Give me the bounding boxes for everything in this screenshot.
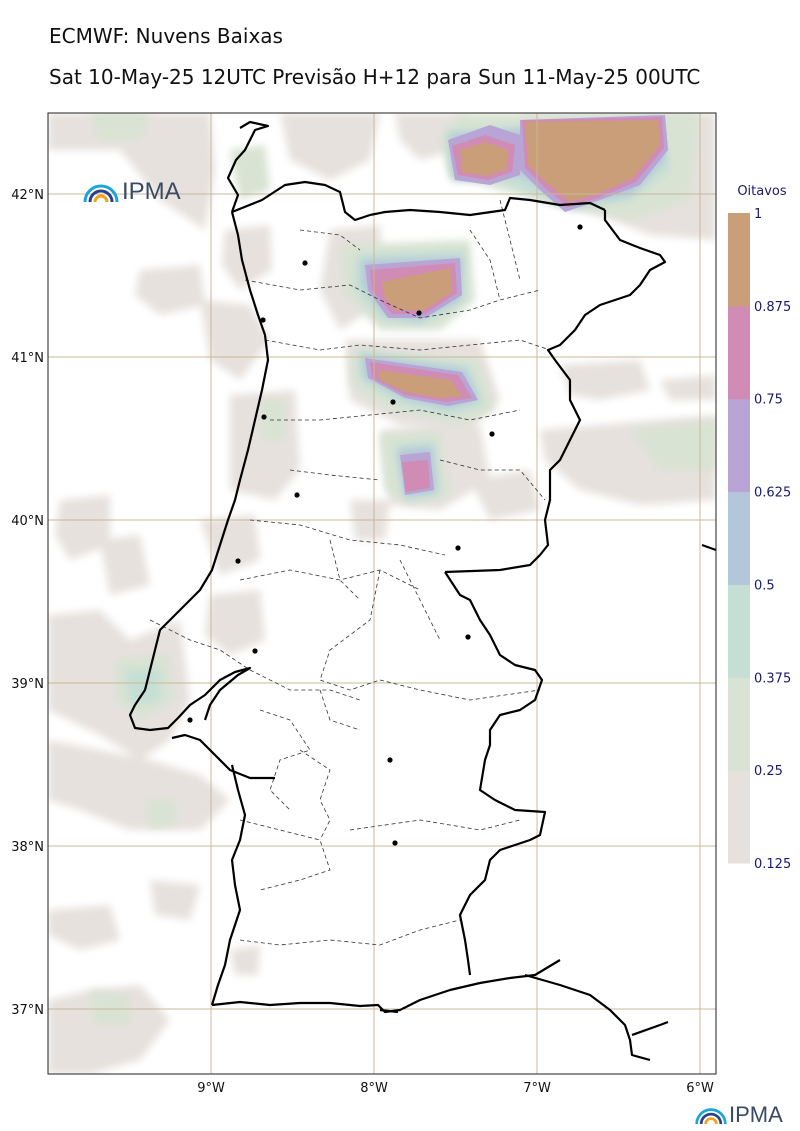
lon-label: 9°W	[197, 1081, 225, 1096]
map-title: ECMWF: Nuvens Baixas	[49, 24, 283, 48]
colorbar-tick-label: 0.25	[754, 764, 783, 779]
lon-label: 6°W	[686, 1081, 714, 1096]
colorbar-tick-label: 0.75	[754, 393, 783, 408]
lat-label: 41°N	[11, 351, 44, 366]
lat-labels: 42°N 41°N 40°N 39°N 38°N 37°N	[11, 188, 44, 1018]
map-frame	[47, 112, 717, 1075]
city-marker	[489, 431, 495, 437]
colorbar-segment	[728, 584, 750, 678]
city-marker	[260, 317, 266, 323]
colorbar-segment	[728, 491, 750, 585]
lat-label: 37°N	[11, 1003, 44, 1018]
cloud-cover-field	[48, 113, 716, 1074]
colorbar-tick-label: 0.375	[754, 671, 791, 686]
rainbow-icon	[695, 1108, 727, 1125]
logo-text: IPMA	[729, 1102, 783, 1127]
city-marker	[416, 310, 422, 316]
colorbar-segment	[728, 305, 750, 400]
map-subtitle: Sat 10-May-25 12UTC Previsão H+12 para S…	[49, 65, 701, 89]
coastline-border	[128, 120, 716, 1062]
city-marker	[465, 634, 471, 640]
rainbow-icon	[83, 184, 119, 203]
city-marker	[577, 224, 583, 230]
district-boundaries	[149, 199, 551, 946]
lat-label: 42°N	[11, 188, 44, 203]
city-markers	[187, 224, 583, 846]
city-marker	[187, 717, 193, 723]
city-marker	[252, 648, 258, 654]
city-marker	[235, 558, 241, 564]
colorbar-tick-label: 1	[754, 207, 762, 222]
graticule	[48, 113, 716, 1074]
colorbar-segment	[728, 677, 750, 771]
city-marker	[390, 399, 396, 405]
colorbar-segment	[728, 213, 750, 307]
ipma-logo: IPMA	[82, 178, 181, 206]
lat-label: 39°N	[11, 677, 44, 692]
colorbar-title: Oitavos	[737, 184, 787, 199]
city-marker	[455, 545, 461, 551]
city-marker	[302, 260, 308, 266]
lon-label: 8°W	[360, 1081, 388, 1096]
colorbar: 0.125 0.25 0.375 0.5 0.625 0.75 0.875 1	[728, 207, 791, 872]
lat-label: 40°N	[11, 514, 44, 529]
city-marker	[294, 492, 300, 498]
colorbar-tick-label: 0.5	[754, 578, 775, 593]
city-marker	[387, 757, 393, 763]
lon-label: 7°W	[523, 1081, 551, 1096]
lat-label: 38°N	[11, 840, 44, 855]
colorbar-tick-label: 0.875	[754, 300, 791, 315]
colorbar-segment	[728, 770, 750, 864]
lon-labels: 9°W 8°W 7°W 6°W	[197, 1081, 714, 1096]
logo-text: IPMA	[122, 178, 181, 205]
colorbar-tick-label: 0.125	[754, 857, 791, 872]
city-marker	[261, 414, 267, 420]
ipma-logo: IPMA	[694, 1102, 783, 1128]
colorbar-tick-label: 0.625	[754, 486, 791, 501]
city-marker	[392, 840, 398, 846]
colorbar-segment	[728, 398, 750, 493]
